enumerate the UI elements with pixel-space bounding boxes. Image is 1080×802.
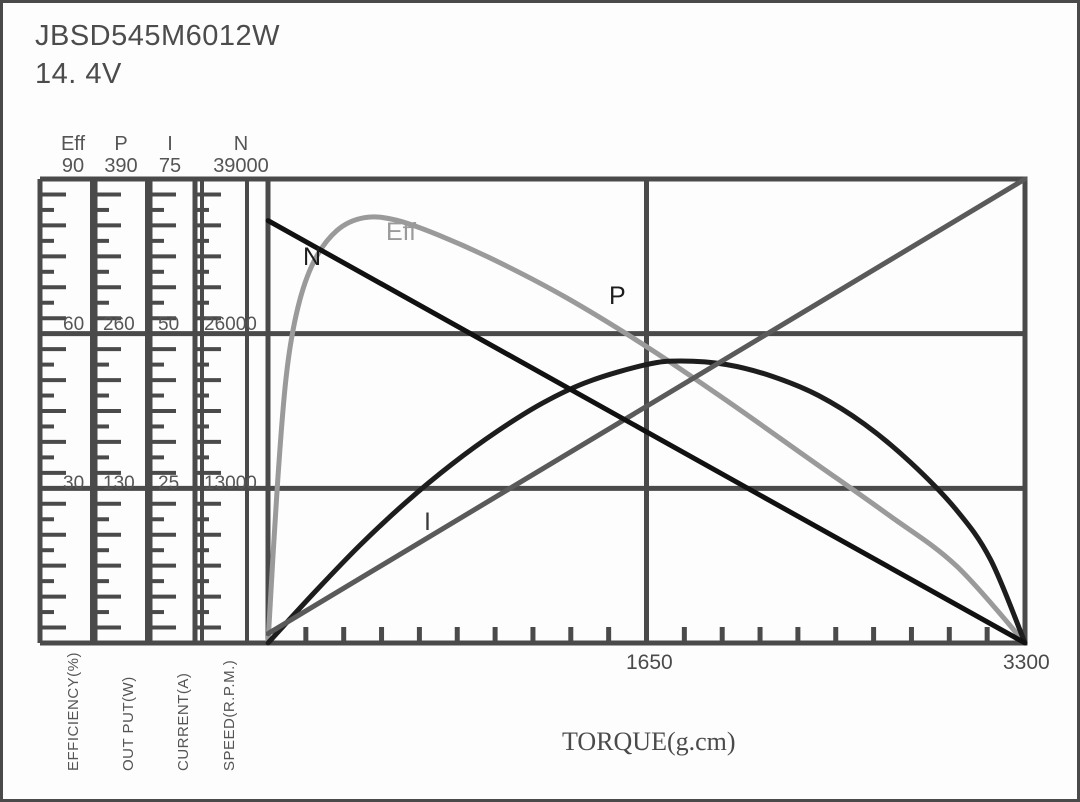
axis-symbol-eff: Eff [60,133,86,155]
plot-frame [37,176,1028,646]
axis-max-eff: 90 [61,155,85,177]
axis-caption-efficiency: EFFICIENCY(%) [65,652,82,771]
curve-label-eff: Eff [386,218,417,246]
axis-column-output-power [92,177,149,645]
axis-value-i-25: 25 [158,473,180,494]
axis-max-p: 390 [104,155,138,177]
axis-value-n-13000: 13000 [204,473,257,494]
curve-eff [265,214,1028,646]
curve-n [265,218,1028,646]
axis-value-eff-30: 30 [63,473,85,494]
axis-caption-speed: SPEED(R.P.M.) [221,659,238,771]
axis-head-power: P 390 [93,133,149,177]
axis-caption-output: OUT PUT(W) [120,676,137,771]
axis-head-current: I 75 [146,133,194,177]
curve-label-n: N [303,243,322,271]
chart-area [3,3,1077,799]
model-title: JBSD545M6012W [35,20,281,52]
axis-symbol-i: I [167,133,173,155]
axis-symbol-n: N [233,133,249,155]
curve-label-p: P [609,282,626,310]
chart-svg [37,176,1028,646]
x-axis-ticks [303,627,990,643]
axis-max-n: 39000 [213,155,269,177]
x-axis-title: TORQUE(g.cm) [562,727,736,756]
axis-caption-current: CURRENT(A) [175,672,192,771]
axis-value-n-26000: 26000 [204,314,257,335]
voltage-title: 14. 4V [35,58,122,90]
curve-i [265,176,1028,637]
axis-value-p-260: 260 [103,314,135,335]
axis-value-i-50: 50 [158,314,180,335]
axis-max-i: 75 [158,155,182,177]
xtick-label-1650: 1650 [626,651,673,674]
data-curves [265,176,1028,646]
axis-value-eff-60: 60 [63,314,85,335]
axis-head-efficiency: Eff 90 [45,133,101,177]
axis-scale-columns [37,177,249,645]
xtick-label-3300: 3300 [1003,651,1050,674]
curve-p [265,358,1028,646]
chart-title-block: JBSD545M6012W 14. 4V [35,17,280,93]
axis-value-p-130: 130 [103,473,135,494]
axis-column-efficiency [37,177,94,645]
curve-label-i: I [424,508,431,536]
axis-symbol-p: P [114,133,128,155]
axis-head-speed: N 39000 [199,133,283,177]
